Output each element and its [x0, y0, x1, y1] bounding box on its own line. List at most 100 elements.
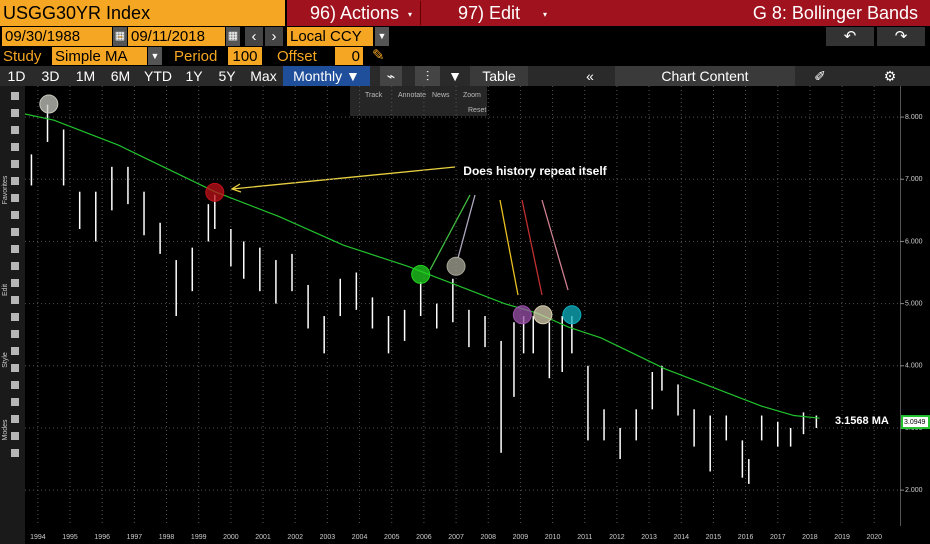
sidebar-label: Edit [2, 284, 9, 296]
table-button[interactable]: Table [470, 66, 528, 86]
ma-label: 3.1568 MA [835, 415, 889, 427]
arrow [541, 199, 569, 291]
end-date[interactable]: 09/11/2018 [128, 27, 225, 46]
last-price-box [901, 415, 930, 430]
tab[interactable]: 1M [75, 68, 96, 84]
arrow [521, 199, 543, 296]
sidebar-icon [11, 364, 19, 372]
dropdown[interactable]: ▼ [448, 68, 462, 84]
sidebar-icon [11, 262, 19, 270]
sidebar-icon [11, 160, 19, 168]
sidebar-icon [11, 415, 19, 423]
x-tick-label: 1995 [62, 534, 78, 541]
arrow [499, 199, 519, 296]
line-icon[interactable]: ⌁ [380, 66, 402, 86]
y-tick-label: 5.000 [905, 300, 923, 307]
edit-menu[interactable]: 97) Edit [458, 3, 521, 23]
study-label: Study [3, 48, 42, 65]
calendar-icon[interactable]: ▦ [226, 27, 240, 46]
sidebar-icon [11, 126, 19, 134]
pencil-icon[interactable]: ✎ [372, 47, 385, 64]
dropdown-arrow: ▾ [543, 10, 548, 19]
period-label: Period [174, 48, 218, 65]
x-tick-label: 2010 [545, 534, 561, 541]
sidebar-icon [11, 449, 19, 457]
tab[interactable]: 5Y [218, 68, 236, 84]
sidebar-icon [11, 92, 19, 100]
ticker[interactable]: USGG30YR Index [0, 0, 285, 26]
mini-tool: Track [365, 92, 383, 99]
x-tick-label: 2008 [480, 534, 496, 541]
x-tick-label: 2007 [448, 534, 464, 541]
y-tick-label: 4.000 [905, 363, 923, 370]
collapse-button[interactable]: « [586, 68, 594, 84]
period[interactable]: 100 [228, 47, 262, 65]
sidebar-label: Modes [2, 419, 9, 441]
x-tick-label: 2001 [255, 534, 271, 541]
bar-icon[interactable]: ⫶ [415, 66, 440, 86]
arrow [457, 194, 476, 259]
undo[interactable]: ↶ [826, 27, 874, 46]
redo[interactable]: ↷ [877, 27, 925, 46]
mini-tool: Zoom [463, 92, 481, 99]
arrow [231, 166, 456, 190]
start-date[interactable]: 09/30/1988 [2, 27, 112, 46]
settings-icon[interactable]: ⚙ [883, 68, 897, 84]
next-button[interactable]: › [265, 27, 283, 46]
y-tick-label: 2.000 [905, 487, 923, 494]
tab[interactable]: Monthly ▼ [283, 66, 370, 86]
x-tick-label: 2018 [802, 534, 818, 541]
dropdown-arrow: ▾ [408, 10, 413, 19]
sidebar-icon [11, 296, 19, 304]
x-tick-label: 2016 [738, 534, 754, 541]
mini-tool: News [432, 92, 450, 99]
x-tick-label: 1998 [159, 534, 175, 541]
x-tick-label: 2019 [834, 534, 850, 541]
mini-tool: Annotate [398, 92, 426, 99]
x-tick-label: 2011 [577, 534, 592, 541]
edit-icon[interactable]: ✐ [814, 68, 826, 84]
highlight [533, 305, 553, 325]
tab[interactable]: 6M [110, 68, 131, 84]
study[interactable]: Simple MA [52, 47, 147, 65]
tab[interactable]: YTD [144, 68, 172, 84]
dropdown[interactable]: ▼ [375, 27, 389, 46]
arrow-head [230, 183, 242, 193]
dropdown[interactable]: ▼ [148, 47, 162, 65]
y-tick-label: 7.000 [905, 176, 923, 183]
x-tick-label: 2000 [223, 534, 239, 541]
sidebar-icon [11, 432, 19, 440]
tab[interactable]: Max [250, 68, 277, 84]
sidebar-icon [11, 245, 19, 253]
x-tick-label: 2017 [770, 534, 786, 541]
offset[interactable]: 0 [335, 47, 363, 65]
divider [420, 1, 421, 25]
sidebar-label: Style [2, 352, 9, 368]
calendar-icon[interactable]: ▦ [113, 27, 127, 46]
annotation: Does history repeat itself [463, 164, 607, 178]
sidebar-icon [11, 347, 19, 355]
currency[interactable]: Local CCY [287, 27, 373, 46]
prev-button[interactable]: ‹ [245, 27, 263, 46]
arrows [230, 166, 569, 296]
actions-menu[interactable]: 96) Actions [310, 3, 400, 23]
y-tick-label: 6.000 [905, 238, 923, 245]
tab[interactable]: 1Y [185, 68, 203, 84]
tab[interactable]: 1D [7, 68, 26, 84]
date-separator: - [118, 28, 123, 45]
sidebar-icon [11, 279, 19, 287]
highlight [562, 305, 582, 325]
highlight [39, 94, 59, 114]
sidebar-icon [11, 330, 19, 338]
x-tick-label: 2002 [287, 534, 303, 541]
chart-content[interactable]: Chart Content [615, 66, 795, 86]
sidebar-icon [11, 109, 19, 117]
x-tick-label: 2012 [609, 534, 625, 541]
x-tick-label: 2015 [706, 534, 722, 541]
sidebar-icon [11, 313, 19, 321]
tab[interactable]: 3D [41, 68, 60, 84]
y-tick-label: 8.000 [905, 114, 923, 121]
x-tick-label: 2014 [673, 534, 689, 541]
